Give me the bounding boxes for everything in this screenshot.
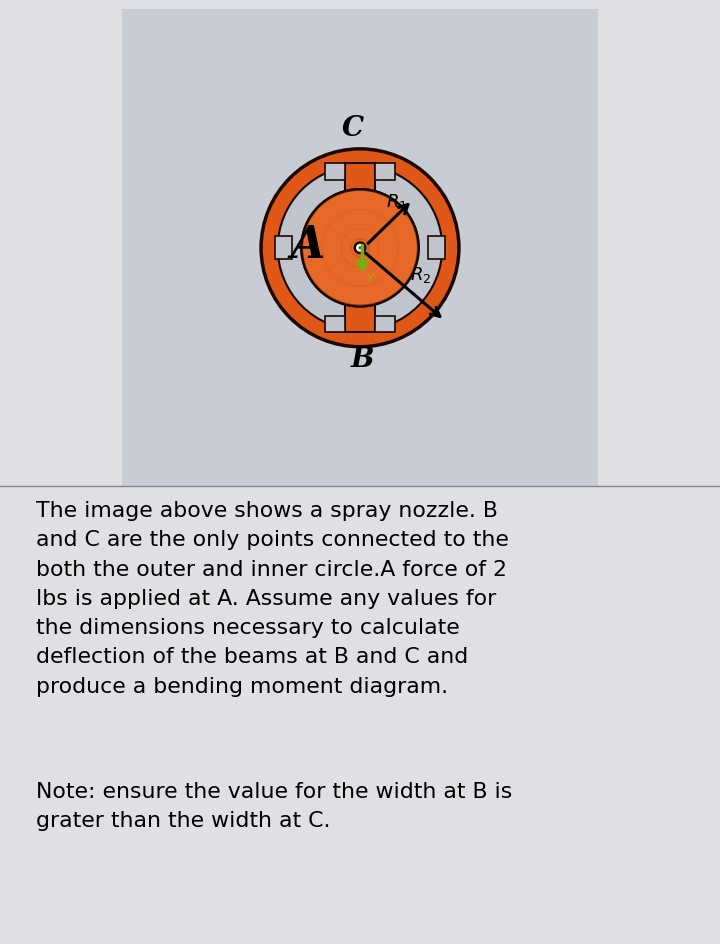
Polygon shape xyxy=(428,236,445,260)
Text: A: A xyxy=(290,224,325,267)
Polygon shape xyxy=(122,9,598,486)
Text: C: C xyxy=(342,115,364,143)
Circle shape xyxy=(278,165,442,330)
Polygon shape xyxy=(325,163,344,180)
Polygon shape xyxy=(376,315,395,332)
Circle shape xyxy=(302,190,418,306)
Polygon shape xyxy=(376,163,395,180)
Circle shape xyxy=(302,190,418,306)
Circle shape xyxy=(359,246,361,249)
Text: The image above shows a spray nozzle. B
and C are the only points connected to t: The image above shows a spray nozzle. B … xyxy=(36,501,509,697)
Text: B: B xyxy=(351,346,374,373)
Polygon shape xyxy=(344,301,376,332)
Text: $R_2$: $R_2$ xyxy=(410,265,431,285)
Circle shape xyxy=(355,243,365,253)
Text: Note: ensure the value for the width at B is
grater than the width at C.: Note: ensure the value for the width at … xyxy=(36,782,512,832)
Polygon shape xyxy=(275,236,292,260)
Circle shape xyxy=(261,149,459,346)
Polygon shape xyxy=(344,163,376,194)
Polygon shape xyxy=(325,315,344,332)
Text: $R_1$: $R_1$ xyxy=(386,193,408,212)
Text: Y: Y xyxy=(366,275,373,284)
